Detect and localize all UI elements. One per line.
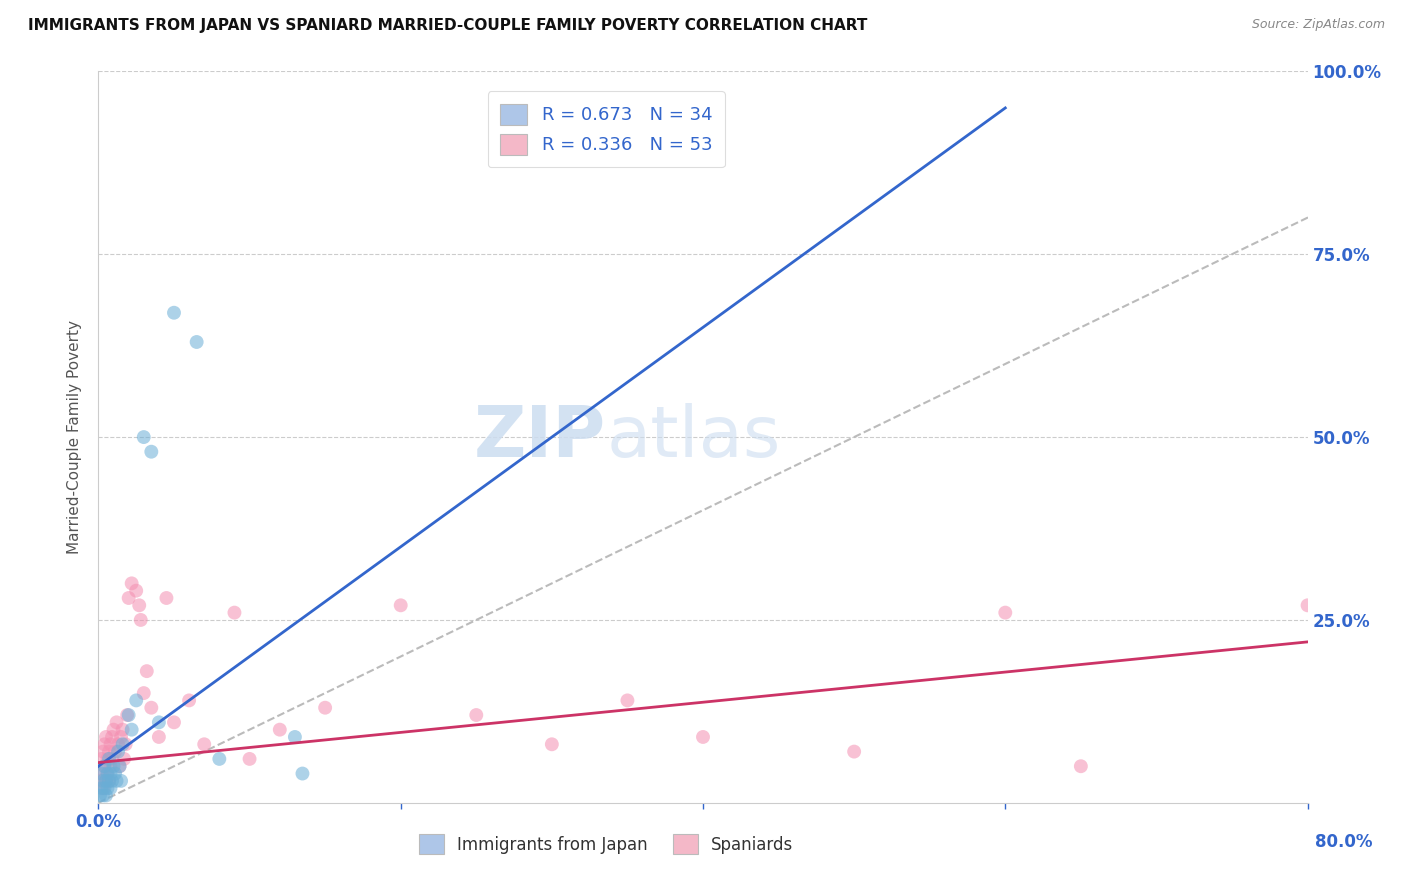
Point: [100, 759, 122, 773]
Point: [208, 752, 231, 766]
Point: [616, 693, 638, 707]
Point: [121, 576, 143, 591]
Point: [129, 613, 152, 627]
Point: [90, 752, 112, 766]
Point: [103, 759, 125, 773]
Point: [125, 693, 148, 707]
Point: [103, 723, 125, 737]
Point: [96, 752, 118, 766]
Point: [844, 745, 866, 759]
Point: [98, 752, 121, 766]
Text: Source: ZipAtlas.com: Source: ZipAtlas.com: [1251, 18, 1385, 31]
Point: [104, 745, 127, 759]
Point: [114, 737, 136, 751]
Point: [132, 686, 155, 700]
Point: [108, 759, 131, 773]
Point: [91, 789, 114, 803]
Y-axis label: Married-Couple Family Poverty: Married-Couple Family Poverty: [67, 320, 83, 554]
Point: [141, 444, 163, 458]
Point: [148, 715, 170, 730]
Point: [90, 766, 112, 780]
Point: [101, 773, 124, 788]
Point: [100, 766, 122, 780]
Point: [224, 606, 246, 620]
Point: [107, 737, 129, 751]
Point: [100, 781, 122, 796]
Point: [465, 708, 488, 723]
Point: [96, 766, 118, 780]
Point: [93, 759, 115, 773]
Point: [118, 708, 141, 723]
Point: [125, 583, 148, 598]
Point: [239, 752, 262, 766]
Point: [110, 773, 132, 788]
Point: [118, 591, 141, 605]
Point: [94, 730, 117, 744]
Point: [96, 766, 118, 780]
Point: [107, 745, 129, 759]
Point: [163, 715, 186, 730]
Point: [94, 789, 117, 803]
Point: [93, 737, 115, 751]
Point: [91, 773, 114, 788]
Point: [269, 723, 291, 737]
Point: [115, 708, 138, 723]
Point: [540, 737, 562, 751]
Point: [179, 693, 201, 707]
Point: [98, 773, 121, 788]
Point: [91, 745, 114, 759]
Point: [284, 730, 307, 744]
Point: [101, 752, 124, 766]
Text: atlas: atlas: [606, 402, 780, 472]
Point: [105, 773, 128, 788]
Point: [100, 737, 122, 751]
Point: [89, 773, 111, 788]
Point: [90, 766, 112, 780]
Point: [105, 715, 128, 730]
Point: [1296, 599, 1319, 613]
Point: [163, 306, 186, 320]
Point: [291, 766, 314, 780]
Point: [89, 789, 111, 803]
Point: [94, 773, 117, 788]
Point: [93, 759, 115, 773]
Point: [108, 759, 131, 773]
Point: [98, 773, 121, 788]
Point: [94, 773, 117, 788]
Point: [692, 730, 714, 744]
Point: [389, 599, 412, 613]
Point: [186, 334, 208, 349]
Point: [111, 723, 134, 737]
Point: [135, 664, 157, 678]
Point: [104, 766, 127, 780]
Point: [93, 781, 115, 796]
Point: [132, 430, 155, 444]
Point: [121, 723, 143, 737]
Point: [96, 781, 118, 796]
Point: [98, 745, 121, 759]
Point: [1070, 759, 1092, 773]
Text: ZIP: ZIP: [474, 402, 606, 472]
Point: [193, 737, 215, 751]
Point: [128, 599, 150, 613]
Point: [110, 730, 132, 744]
Point: [141, 700, 163, 714]
Legend: Immigrants from Japan, Spaniards: Immigrants from Japan, Spaniards: [412, 828, 800, 860]
Point: [112, 752, 135, 766]
Text: 80.0%: 80.0%: [1315, 833, 1372, 851]
Point: [994, 606, 1017, 620]
Text: IMMIGRANTS FROM JAPAN VS SPANIARD MARRIED-COUPLE FAMILY POVERTY CORRELATION CHAR: IMMIGRANTS FROM JAPAN VS SPANIARD MARRIE…: [28, 18, 868, 33]
Point: [314, 700, 336, 714]
Point: [90, 781, 112, 796]
Point: [148, 730, 170, 744]
Point: [91, 781, 114, 796]
Point: [111, 737, 134, 751]
Point: [155, 591, 177, 605]
Point: [101, 730, 124, 744]
